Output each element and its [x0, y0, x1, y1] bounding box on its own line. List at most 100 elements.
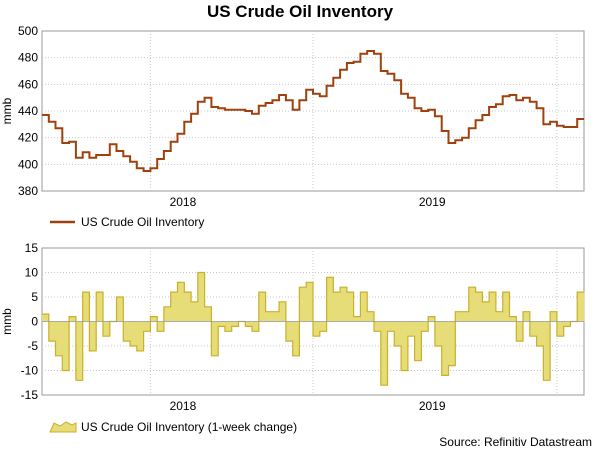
chart2-bar: [495, 311, 503, 322]
chart2-ytick-label: -10: [21, 364, 39, 378]
chart2-bar: [414, 321, 422, 361]
chart2-bar: [163, 306, 171, 322]
chart2-bar: [333, 292, 341, 322]
chart2-bar: [543, 321, 551, 381]
chart2-bar: [455, 311, 463, 322]
chart1-series-line: [42, 50, 584, 172]
chart1-ytick-label: 380: [18, 184, 38, 198]
chart1-ytick-label: 500: [18, 24, 38, 38]
chart1-ytick-label: 480: [18, 51, 38, 65]
chart2-bar: [556, 321, 564, 337]
chart1-ytick-label: 400: [18, 157, 38, 171]
chart2-bar: [272, 311, 280, 322]
chart2-bar: [82, 292, 90, 322]
chart2-bar: [421, 321, 429, 332]
chart2-bar: [407, 321, 415, 337]
chart2-bar: [157, 321, 165, 332]
chart2-bar: [387, 321, 395, 332]
chart2-bar: [89, 321, 97, 351]
chart2-bar: [428, 316, 436, 322]
chart2-bar: [62, 321, 70, 371]
chart2-bar: [482, 301, 490, 322]
chart2-bar: [502, 292, 510, 322]
chart2-bar: [150, 316, 158, 322]
chart2-bar: [441, 321, 449, 376]
chart2-bar: [279, 301, 287, 322]
chart2-bar: [292, 321, 300, 356]
chart2-legend-swatch: [49, 421, 77, 433]
chart2-bar: [529, 321, 537, 337]
chart2-bar: [448, 321, 456, 366]
chart2-bar: [313, 321, 321, 337]
chart2-bar: [299, 287, 307, 322]
chart2-bar: [258, 292, 266, 322]
chart-title: US Crude Oil Inventory: [206, 2, 394, 21]
chart2-bar: [96, 292, 104, 322]
chart2-ytick-label: -5: [27, 339, 38, 353]
chart1-ytick-label: 460: [18, 77, 38, 91]
source-note: Source: Refinitiv Datastream: [439, 435, 592, 449]
chart2-bar: [489, 292, 497, 322]
chart2-bar: [197, 272, 205, 322]
chart2-bar: [346, 292, 354, 322]
chart2-bar: [353, 316, 361, 322]
chart1-xtick-label: 2018: [170, 195, 197, 209]
chart2-bar: [184, 292, 192, 322]
chart2-ytick-label: 15: [25, 241, 39, 255]
chart2-bar: [265, 311, 273, 322]
chart2-bar: [211, 321, 219, 356]
chart2-bar: [245, 321, 253, 327]
chart2-bar: [374, 321, 382, 332]
chart2-bar: [177, 282, 185, 322]
chart2-xtick-label: 2018: [170, 399, 197, 413]
chart2-bar: [577, 292, 585, 322]
chart2-bar: [48, 321, 56, 342]
chart2-bar: [550, 311, 558, 322]
chart2-bar: [204, 306, 212, 322]
chart2-legend-label: US Crude Oil Inventory (1-week change): [81, 420, 297, 434]
chart2-bar: [103, 321, 111, 337]
chart2-bar: [285, 321, 293, 342]
chart2-bar: [191, 301, 199, 322]
chart2-bar: [523, 311, 531, 322]
chart1-ytick-label: 440: [18, 104, 38, 118]
chart1-xtick-label: 2019: [419, 195, 446, 209]
chart2-bar: [42, 314, 50, 322]
chart2-bar: [340, 287, 348, 322]
chart2-bar: [143, 321, 151, 332]
chart2-bar: [130, 321, 138, 346]
chart2-bar: [367, 311, 375, 322]
chart2-bar: [252, 321, 260, 332]
chart2-bar: [563, 321, 571, 327]
chart2-bar: [231, 321, 239, 327]
chart2-bar: [536, 321, 544, 346]
chart2-bar: [69, 316, 77, 322]
chart2-bar: [380, 321, 388, 386]
chart2-xtick-label: 2019: [419, 399, 446, 413]
chart2-bar: [462, 311, 470, 322]
chart2-bar: [136, 321, 144, 351]
chart1-ylabel: mmb: [0, 97, 14, 124]
chart1-ytick-label: 420: [18, 131, 38, 145]
chart2-bar: [123, 321, 131, 342]
chart2-ylabel: mmb: [0, 308, 14, 335]
chart2-ytick-label: 5: [31, 290, 38, 304]
chart2-bar: [319, 321, 327, 332]
chart2-bar: [475, 292, 483, 322]
chart2-bar: [468, 287, 476, 322]
chart2-bar: [75, 321, 83, 381]
chart2-ytick-label: 10: [25, 266, 39, 280]
chart2-bar: [224, 321, 232, 332]
chart2-ytick-label: 0: [31, 315, 38, 329]
chart2-bar: [516, 321, 524, 342]
chart2-bar: [394, 321, 402, 346]
chart2-bar: [218, 321, 226, 327]
chart2-bar: [170, 292, 178, 322]
chart1-legend-label: US Crude Oil Inventory: [81, 215, 204, 229]
chart2-bar: [434, 321, 442, 346]
chart2-series-outline: [42, 271, 584, 386]
chart2-ytick-label: -15: [21, 388, 39, 402]
chart2-bar: [306, 282, 314, 322]
chart2-bar: [55, 321, 63, 356]
